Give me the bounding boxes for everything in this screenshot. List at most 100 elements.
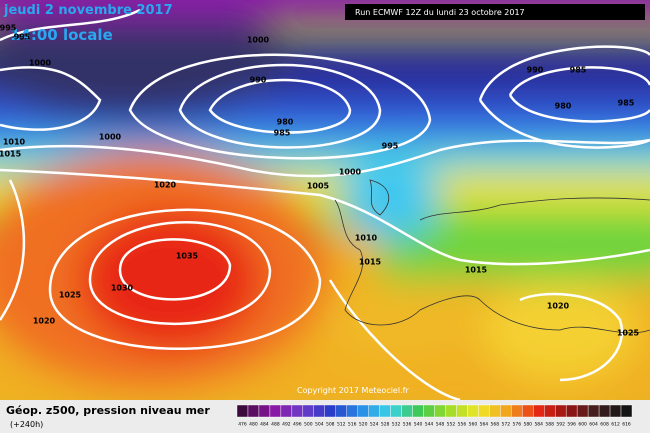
run-info: Run ECMWF 12Z du lundi 23 octobre 2017 bbox=[355, 8, 525, 17]
colorbar-label: 592 bbox=[556, 422, 565, 428]
isobar-label: 1000 bbox=[247, 36, 270, 45]
colorbar-swatch bbox=[478, 404, 490, 418]
colorbar-label: 508 bbox=[326, 422, 335, 428]
colorbar-label: 612 bbox=[611, 422, 620, 428]
colorbar-label: 544 bbox=[425, 422, 434, 428]
copyright: Copyright 2017 Meteociel.fr bbox=[297, 386, 409, 395]
colorbar-swatch bbox=[544, 404, 556, 418]
colorbar-swatch bbox=[390, 404, 402, 418]
colorbar-swatch bbox=[609, 404, 622, 418]
colorbar-swatch bbox=[302, 404, 315, 418]
colorbar-label: 580 bbox=[523, 422, 532, 428]
isobar-label: 1010 bbox=[3, 138, 26, 147]
isobar-label: 1030 bbox=[111, 284, 134, 293]
colorbar-swatch bbox=[511, 404, 523, 418]
colorbar-label: 512 bbox=[337, 422, 346, 428]
colorbar-label: 568 bbox=[491, 422, 500, 428]
isobar-label: 1015 bbox=[0, 150, 22, 159]
colorbar-label: 608 bbox=[600, 422, 609, 428]
colorbar-label: 572 bbox=[502, 422, 511, 428]
isobar-lines bbox=[0, 8, 650, 400]
colorbar-swatch bbox=[357, 404, 369, 418]
colorbar-swatch bbox=[423, 404, 435, 418]
isobar-label: 995 bbox=[0, 24, 17, 33]
isobar-label: 1020 bbox=[547, 302, 570, 311]
colorbar-label: 536 bbox=[403, 422, 412, 428]
colorbar-swatch bbox=[368, 404, 380, 418]
colorbar: 476 480 484 488 492 496 500 504 508 512 516 520 524 5… bbox=[236, 404, 633, 428]
colorbar-label: 476 bbox=[238, 422, 247, 428]
isobar-label: 1035 bbox=[176, 252, 199, 261]
colorbar-swatch bbox=[401, 404, 413, 418]
colorbar-label: 516 bbox=[348, 422, 357, 428]
colorbar-label: 524 bbox=[370, 422, 379, 428]
colorbar-swatch bbox=[533, 404, 545, 418]
colorbar-label: 540 bbox=[414, 422, 423, 428]
isobar-label: 1020 bbox=[33, 317, 56, 326]
colorbar-label: 484 bbox=[260, 422, 269, 428]
coastlines bbox=[334, 179, 650, 334]
colorbar-swatch bbox=[522, 404, 534, 418]
colorbar-label: 600 bbox=[578, 422, 587, 428]
colorbar-swatch bbox=[346, 404, 358, 418]
colorbar-label: 496 bbox=[293, 422, 302, 428]
isobar-label: 1000 bbox=[339, 168, 362, 177]
isobar-label: 1015 bbox=[359, 258, 382, 267]
colorbar-swatch bbox=[269, 404, 282, 418]
colorbar-label: 556 bbox=[458, 422, 467, 428]
map-title: Géop. z500, pression niveau mer bbox=[6, 404, 210, 417]
isobar-label: 990 bbox=[250, 76, 267, 85]
colorbar-label: 480 bbox=[249, 422, 258, 428]
isobar-label: 980 bbox=[555, 102, 572, 111]
colorbar-label: 500 bbox=[304, 422, 313, 428]
colorbar-swatch bbox=[554, 404, 567, 418]
colorbar-swatch bbox=[236, 404, 249, 418]
run-box bbox=[345, 4, 645, 20]
colorbar-swatch bbox=[445, 404, 457, 418]
colorbar-label: 548 bbox=[436, 422, 445, 428]
colorbar-swatch bbox=[379, 404, 391, 418]
colorbar-swatch bbox=[335, 404, 347, 418]
isobar-label: 985 bbox=[618, 99, 635, 108]
colorbar-label: 584 bbox=[534, 422, 543, 428]
colorbar-swatch bbox=[324, 404, 336, 418]
colorbar-swatch bbox=[620, 404, 633, 418]
isobar-label: 1015 bbox=[465, 266, 488, 275]
isobar-label: 1005 bbox=[307, 182, 330, 191]
colorbar-swatch bbox=[587, 404, 600, 418]
forecast-time: 14:00 locale bbox=[10, 26, 113, 44]
colorbar-label: 604 bbox=[589, 422, 598, 428]
isobar-label: 990 bbox=[527, 66, 544, 75]
isobar-label: 985 bbox=[274, 129, 291, 138]
colorbar-swatch bbox=[258, 404, 271, 418]
colorbar-swatch bbox=[247, 404, 260, 418]
isobar-label: 985 bbox=[570, 66, 587, 75]
isobar-label: 1010 bbox=[355, 234, 378, 243]
colorbar-swatch bbox=[598, 404, 611, 418]
colorbar-label: 492 bbox=[282, 422, 291, 428]
colorbar-label: 596 bbox=[567, 422, 576, 428]
colorbar-label: 564 bbox=[480, 422, 489, 428]
isobar-label: 1020 bbox=[154, 181, 177, 190]
colorbar-swatch bbox=[280, 404, 293, 418]
colorbar-label: 488 bbox=[271, 422, 280, 428]
colorbar-swatch bbox=[412, 404, 424, 418]
isobar-label: 1025 bbox=[617, 329, 640, 338]
colorbar-swatch bbox=[434, 404, 446, 418]
isobar-label: 1000 bbox=[29, 59, 52, 68]
colorbar-swatch bbox=[456, 404, 468, 418]
colorbar-swatch bbox=[313, 404, 325, 418]
isobar-label: 980 bbox=[277, 118, 294, 127]
colorbar-swatch bbox=[489, 404, 501, 418]
colorbar-swatch bbox=[467, 404, 479, 418]
colorbar-swatch bbox=[565, 404, 578, 418]
isobar-labels: 995 995 1000 1000 990 980 985 990 985 98… bbox=[0, 24, 640, 338]
colorbar-label: 520 bbox=[359, 422, 368, 428]
colorbar-swatch bbox=[576, 404, 589, 418]
colorbar-label: 588 bbox=[545, 422, 554, 428]
forecast-date: jeudi 2 novembre 2017 bbox=[3, 3, 173, 18]
isobar-label: 995 bbox=[14, 33, 31, 42]
